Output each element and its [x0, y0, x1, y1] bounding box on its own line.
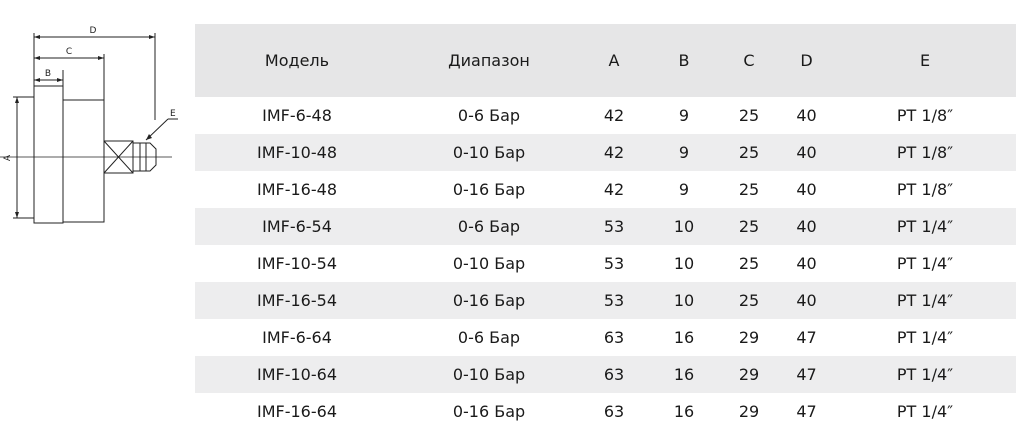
table-row: IMF-10-64 0-10 Бар 63 16 29 47 PT 1/4″ [195, 356, 1016, 393]
cell-model: IMF-10-64 [257, 365, 337, 384]
cell-e: PT 1/4″ [896, 365, 954, 384]
table-row: IMF-16-64 0-16 Бар 63 16 29 47 PT 1/4″ [195, 393, 1016, 430]
cell-range: 0-6 Бар [457, 328, 521, 347]
header-range: Диапазон [448, 51, 530, 70]
dim-label-e: E [170, 109, 176, 119]
cell-c: 29 [738, 402, 760, 421]
cell-a: 42 [603, 180, 625, 199]
cell-b: 9 [678, 143, 690, 162]
cell-a: 42 [603, 106, 625, 125]
cell-range: 0-10 Бар [452, 254, 526, 273]
cell-model: IMF-10-48 [257, 143, 337, 162]
cell-b: 10 [673, 217, 695, 236]
cell-range: 0-16 Бар [452, 402, 526, 421]
header-model: Модель [264, 51, 330, 70]
cell-model: IMF-16-48 [257, 180, 337, 199]
table-row: IMF-10-54 0-10 Бар 53 10 25 40 PT 1/4″ [195, 245, 1016, 282]
table-header-row: Модель Диапазон A B C D E [195, 24, 1016, 97]
cell-a: 63 [603, 402, 625, 421]
cell-model: IMF-16-64 [257, 402, 337, 421]
table-row: IMF-16-54 0-16 Бар 53 10 25 40 PT 1/4″ [195, 282, 1016, 319]
cell-e: PT 1/4″ [896, 254, 954, 273]
cell-b: 9 [678, 106, 690, 125]
header-c: C [743, 51, 755, 70]
cell-model: IMF-6-48 [262, 106, 332, 125]
cell-range: 0-10 Бар [452, 143, 526, 162]
cell-a: 63 [603, 365, 625, 384]
cell-b: 16 [673, 365, 695, 384]
cell-e: PT 1/8″ [896, 180, 954, 199]
cell-c: 25 [738, 106, 760, 125]
cell-d: 47 [796, 328, 817, 347]
cell-e: PT 1/4″ [896, 217, 954, 236]
dim-label-c: C [66, 47, 72, 57]
cell-range: 0-6 Бар [457, 217, 521, 236]
cell-d: 40 [796, 180, 817, 199]
header-e: E [919, 51, 931, 70]
gauge-bezel [33, 85, 64, 224]
cell-model: IMF-16-54 [257, 291, 337, 310]
cell-b: 9 [678, 180, 690, 199]
header-b: B [678, 51, 690, 70]
cell-d: 40 [796, 254, 817, 273]
cell-c: 29 [738, 328, 760, 347]
header-d: D [800, 51, 813, 70]
cell-model: IMF-6-54 [262, 217, 332, 236]
cell-c: 25 [738, 291, 760, 310]
cell-d: 40 [796, 217, 817, 236]
cell-e: PT 1/4″ [896, 402, 954, 421]
cell-d: 47 [796, 365, 817, 384]
cell-a: 42 [603, 143, 625, 162]
dim-label-a: A [3, 154, 13, 161]
cell-range: 0-16 Бар [452, 180, 526, 199]
cell-c: 25 [738, 217, 760, 236]
table-row: IMF-6-48 0-6 Бар 42 9 25 40 PT 1/8″ [195, 97, 1016, 134]
cell-e: PT 1/8″ [896, 106, 954, 125]
cell-range: 0-10 Бар [452, 365, 526, 384]
table-row: IMF-16-48 0-16 Бар 42 9 25 40 PT 1/8″ [195, 171, 1016, 208]
table-row: IMF-6-64 0-6 Бар 63 16 29 47 PT 1/4″ [195, 319, 1016, 356]
cell-a: 53 [603, 217, 625, 236]
cell-b: 16 [673, 328, 695, 347]
cell-a: 53 [603, 254, 625, 273]
header-a: A [608, 51, 620, 70]
table-row: IMF-6-54 0-6 Бар 53 10 25 40 PT 1/4″ [195, 208, 1016, 245]
cell-d: 40 [796, 106, 817, 125]
cell-c: 25 [738, 254, 760, 273]
cell-a: 63 [603, 328, 625, 347]
dimension-diagram-svg: D C B E A [0, 26, 178, 224]
cell-model: IMF-10-54 [257, 254, 337, 273]
cell-d: 47 [796, 402, 817, 421]
cell-range: 0-16 Бар [452, 291, 526, 310]
cell-b: 10 [673, 291, 695, 310]
cell-e: PT 1/4″ [896, 328, 954, 347]
cell-d: 40 [796, 291, 817, 310]
cell-c: 29 [738, 365, 760, 384]
cell-b: 10 [673, 254, 695, 273]
cell-range: 0-6 Бар [457, 106, 521, 125]
gauge-case [62, 99, 105, 223]
cell-a: 53 [603, 291, 625, 310]
table-row: IMF-10-48 0-10 Бар 42 9 25 40 PT 1/8″ [195, 134, 1016, 171]
cell-e: PT 1/4″ [896, 291, 954, 310]
gauge-dimension-drawing: D C B E A [0, 0, 190, 240]
cell-d: 40 [796, 143, 817, 162]
cell-e: PT 1/8″ [896, 143, 954, 162]
specifications-table: Модель Диапазон A B C D E IMF-6-48 0-6 Б… [195, 24, 1016, 430]
cell-b: 16 [673, 402, 695, 421]
cell-c: 25 [738, 180, 760, 199]
dim-label-b: B [45, 69, 51, 79]
cell-c: 25 [738, 143, 760, 162]
cell-model: IMF-6-64 [262, 328, 332, 347]
dim-label-d: D [90, 26, 97, 36]
